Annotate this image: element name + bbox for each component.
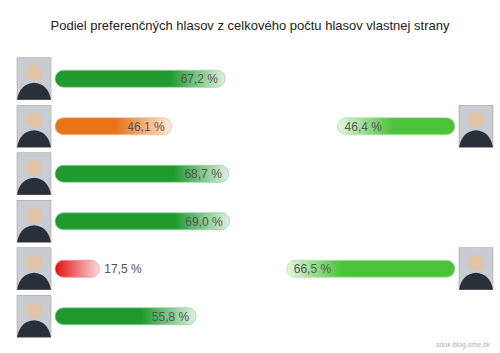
data-label: 46,1 % xyxy=(127,120,165,134)
photo-head xyxy=(468,112,484,128)
annotation: sdok.blog.sme.sk xyxy=(436,341,491,349)
photo-head xyxy=(26,255,42,271)
title: Podiel preferenčných hlasov z celkového … xyxy=(51,18,450,33)
plot-area xyxy=(55,70,455,325)
photo-frame xyxy=(17,248,51,290)
photo-frame xyxy=(17,58,51,100)
data-label: 46,4 % xyxy=(345,120,383,134)
chart: Podiel preferenčných hlasov z celkového … xyxy=(0,0,500,353)
photo-body xyxy=(17,320,51,337)
photo-frame xyxy=(17,295,51,337)
photo-head xyxy=(26,65,42,81)
photo-left-0 xyxy=(17,58,51,100)
data-label: 69,0 % xyxy=(185,215,223,229)
bar xyxy=(55,70,225,87)
photo-head xyxy=(26,112,42,128)
photo-body xyxy=(17,130,51,147)
photo-body xyxy=(17,178,51,195)
photo-left-4 xyxy=(17,248,51,290)
data-label: 17,5 % xyxy=(104,262,142,276)
photo-frame xyxy=(459,248,493,290)
photo-head xyxy=(26,160,42,176)
photo-right-4 xyxy=(459,248,493,290)
bar xyxy=(338,118,455,135)
photo-frame xyxy=(459,105,493,147)
data-label: 68,7 % xyxy=(184,167,222,181)
bar xyxy=(55,260,99,277)
photo-frame xyxy=(17,105,51,147)
data-label: 66,5 % xyxy=(294,262,332,276)
data-label: 67,2 % xyxy=(181,72,219,86)
photo-head xyxy=(26,302,42,318)
photo-left-2 xyxy=(17,153,51,195)
bar xyxy=(55,118,172,135)
photo-body xyxy=(17,225,51,242)
photo-left-3 xyxy=(17,200,51,242)
photo-frame xyxy=(17,200,51,242)
bar xyxy=(55,308,196,325)
bar xyxy=(55,165,229,182)
data-labels: 67,2 % 46,1 % 68,7 % 69,0 % 17,5 % 55,8 % 46,4… xyxy=(104,72,382,324)
photo-body xyxy=(17,273,51,290)
photo-left-5 xyxy=(17,295,51,337)
photo-body xyxy=(459,273,493,290)
photos xyxy=(17,58,493,338)
photo-head xyxy=(468,255,484,271)
photo-body xyxy=(459,130,493,147)
photo-frame xyxy=(17,153,51,195)
photo-body xyxy=(17,83,51,100)
bar xyxy=(287,260,455,277)
bar xyxy=(55,213,230,230)
photo-head xyxy=(26,207,42,223)
photo-right-1 xyxy=(459,105,493,147)
data-label: 55,8 % xyxy=(152,310,190,324)
photo-left-1 xyxy=(17,105,51,147)
